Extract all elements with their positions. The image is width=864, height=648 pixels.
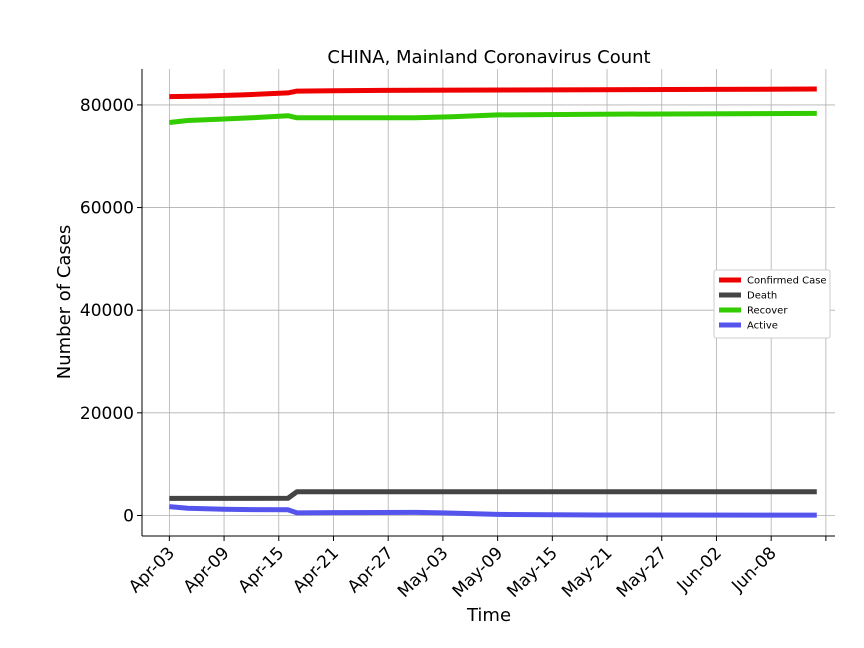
x-axis-title: Time (466, 605, 511, 626)
y-tick-label: 80000 (80, 96, 134, 116)
legend: Confirmed Case Death Recover Active (713, 269, 831, 339)
legend-label-active: Active (747, 321, 778, 332)
legend-label-recover: Recover (747, 306, 788, 317)
x-tick-label: Apr-09 (180, 543, 234, 597)
y-tick-label: 60000 (80, 199, 134, 219)
series-lines (169, 86, 817, 518)
y-tick-label: 20000 (80, 404, 134, 424)
legend-label-death: Death (747, 291, 777, 302)
x-tick-label: Jun-02 (673, 543, 726, 596)
y-tick-label: 0 (123, 506, 134, 526)
x-tick-label: May-03 (394, 543, 452, 601)
x-tick-label: Jun-08 (727, 543, 780, 596)
x-tick-label: Apr-27 (344, 543, 398, 597)
series-line-confirmed-case (169, 86, 817, 100)
axes (137, 69, 835, 541)
x-tick-label: Apr-21 (289, 543, 343, 597)
series-line-recover (169, 110, 817, 125)
series-line-active (169, 504, 817, 518)
y-axis-title: Number of Cases (54, 225, 75, 380)
x-tick-label: May-09 (449, 543, 507, 601)
tick-labels: Apr-03 Apr-09 Apr-15 Apr-21 Apr-27May-03May-… (80, 96, 781, 602)
x-tick-label: Apr-03 (125, 543, 179, 597)
chart-title: CHINA, Mainland Coronavirus Count (327, 47, 650, 68)
x-tick-label: Apr-15 (235, 543, 289, 597)
legend-box (713, 269, 831, 339)
x-tick-label: May-21 (558, 543, 616, 601)
legend-label-confirmed-case: Confirmed Case (747, 276, 827, 287)
x-tick-label: May-15 (503, 543, 561, 601)
y-tick-label: 40000 (80, 301, 134, 321)
series-line-death (169, 489, 817, 501)
x-tick-label: May-27 (613, 543, 671, 601)
